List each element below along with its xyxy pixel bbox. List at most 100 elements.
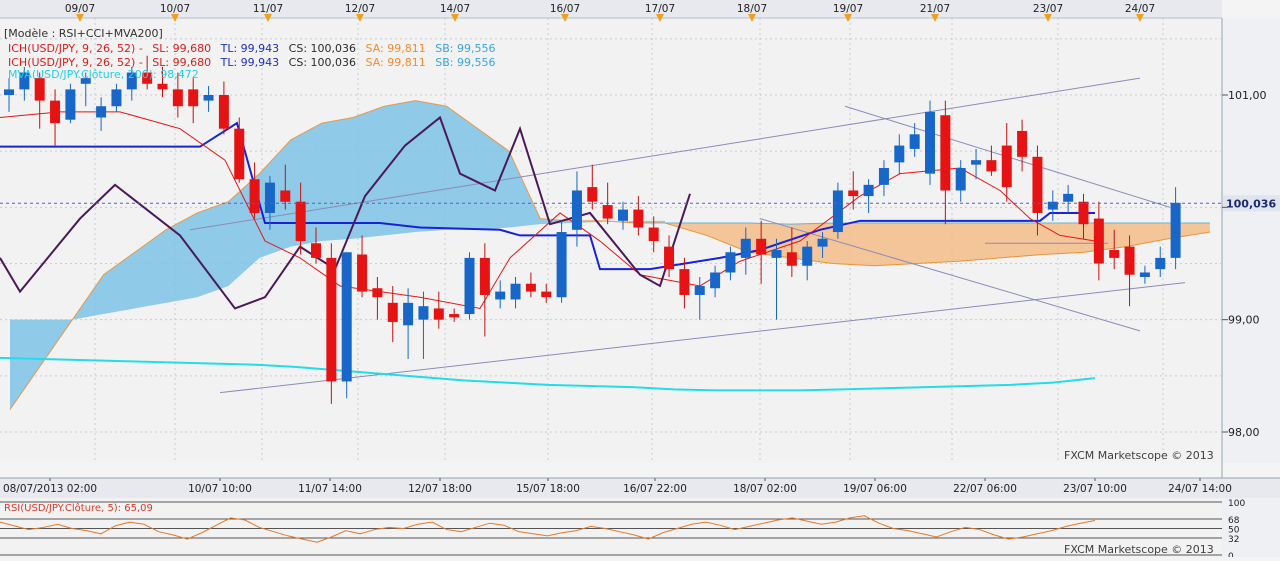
top-date-marker — [1044, 14, 1052, 22]
candle-body — [464, 257, 475, 315]
legend-ich-row2: ICH(USD/JPY, 9, 26, 52) - SL: 99,680 TL:… — [8, 56, 495, 69]
chikou-span — [0, 115, 691, 310]
candle-body — [832, 190, 843, 233]
candles-layer[interactable] — [4, 55, 1181, 404]
legend-ich1-sb: SB: 99,556 — [435, 42, 495, 55]
top-date-label: 18/07 — [737, 3, 767, 15]
candle-body — [955, 168, 966, 191]
candle-body — [1078, 201, 1089, 225]
candle-body — [1047, 201, 1058, 210]
top-date-label: 09/07 — [65, 3, 95, 15]
rsi-level-label: 68 — [1228, 516, 1240, 526]
legend: [Modèle : RSI+CCI+MVA200] ICH(USD/JPY, 9… — [4, 27, 495, 81]
top-date-marker — [561, 14, 569, 22]
ichimoku-cloud — [9, 100, 1211, 410]
candle-body — [126, 72, 137, 90]
candle-body — [1139, 272, 1150, 277]
candle-body — [65, 89, 76, 120]
top-date-marker — [356, 14, 364, 22]
bottom-date-label: 10/07 10:00 — [188, 483, 252, 495]
top-date-axis: 09/07 10/07 11/07 12/07 14/07 16/07 17/07 18/07… — [65, 3, 1155, 22]
candle-body — [587, 187, 598, 202]
candle-body — [495, 291, 506, 300]
candle-body — [740, 238, 751, 258]
candle-body — [1124, 246, 1135, 275]
candle-body — [1032, 156, 1043, 213]
legend-ich1-tl: TL: 99,943 — [220, 42, 280, 55]
candle-body — [311, 243, 321, 258]
candle-body — [188, 89, 199, 107]
trend-line — [189, 77, 1141, 231]
bottom-date-label: 15/07 18:00 — [516, 483, 580, 495]
candle-body — [679, 269, 690, 295]
candle-body — [80, 78, 91, 84]
top-date-marker — [1136, 14, 1144, 22]
candle-body — [940, 115, 951, 191]
rsi-watermark: FXCM Marketscope © 2013 — [1064, 543, 1214, 556]
candle-body — [479, 257, 490, 295]
legend-ich2-name: ICH(USD/JPY, 9, 26, 52) - — [8, 56, 143, 69]
top-date-label: 11/07 — [253, 3, 283, 15]
candle-body — [172, 89, 183, 107]
candle-body — [863, 184, 874, 197]
candle-body — [894, 145, 905, 163]
rsi-axis-area — [1222, 498, 1280, 557]
rsi-level-label: 50 — [1228, 526, 1240, 536]
candle-body — [878, 168, 889, 185]
candle-body — [1093, 218, 1104, 264]
rsi-level-label: 100 — [1228, 499, 1245, 509]
top-date-label: 10/07 — [160, 3, 190, 15]
candle-body — [449, 314, 460, 318]
kijun-sen — [0, 121, 1095, 271]
legend-ich2-sb: SB: 99,556 — [435, 56, 495, 69]
bottom-date-label: 18/07 02:00 — [733, 483, 797, 495]
candle-body — [96, 106, 107, 118]
candle-body — [218, 95, 229, 129]
top-date-label: 12/07 — [345, 3, 375, 15]
bottom-date-label: 12/07 18:00 — [408, 483, 472, 495]
candle-body — [648, 227, 659, 242]
legend-ich2-tl: TL: 99,943 — [220, 56, 280, 69]
top-date-marker — [931, 14, 939, 22]
mva-line — [0, 356, 1096, 392]
top-date-strip — [0, 0, 1222, 18]
top-date-label: 21/07 — [920, 3, 950, 15]
candle-body — [249, 179, 260, 213]
candle-body — [1170, 202, 1181, 258]
candle-body — [817, 238, 828, 247]
candle-body — [142, 72, 153, 84]
senkou-span-b — [664, 222, 1211, 267]
candle-body — [1109, 250, 1120, 258]
legend-ich1-sa: SA: 99,811 — [366, 42, 426, 55]
candle-body — [1001, 145, 1012, 188]
rsi-panel[interactable] — [0, 498, 1222, 557]
candle-body — [19, 72, 30, 90]
candle-body — [341, 252, 352, 382]
bottom-date-label: 19/07 06:00 — [843, 483, 907, 495]
candle-body — [925, 111, 935, 174]
top-date-marker — [451, 14, 459, 22]
cloud-bearish — [665, 223, 1210, 266]
candle-body — [295, 201, 306, 242]
candle-body — [618, 209, 628, 221]
candle-body — [157, 83, 168, 90]
price-axis-area[interactable] — [1222, 18, 1280, 463]
current-price-label: 100,036 — [1226, 197, 1276, 210]
candle-body — [725, 252, 736, 273]
candle-body — [694, 285, 705, 295]
rsi-indicator[interactable] — [0, 501, 1222, 556]
price-tick-label: 101,00 — [1228, 89, 1267, 102]
legend-ich-row1: ICH(USD/JPY, 9, 26, 52) - SL: 99,680 TL:… — [8, 42, 495, 55]
legend-mva: MVA(USD/JPY.Clôture, 200): 98,472 — [8, 68, 199, 81]
candle-body — [786, 252, 797, 266]
candle-body — [326, 257, 337, 382]
candle-body — [264, 182, 275, 213]
top-date-label: 23/07 — [1033, 3, 1063, 15]
candle-body — [909, 134, 920, 149]
price-tick-label: 98,00 — [1228, 426, 1260, 439]
top-date-marker — [748, 14, 756, 22]
candle-body — [802, 246, 813, 266]
legend-ich1-cs: CS: 100,036 — [289, 42, 356, 55]
